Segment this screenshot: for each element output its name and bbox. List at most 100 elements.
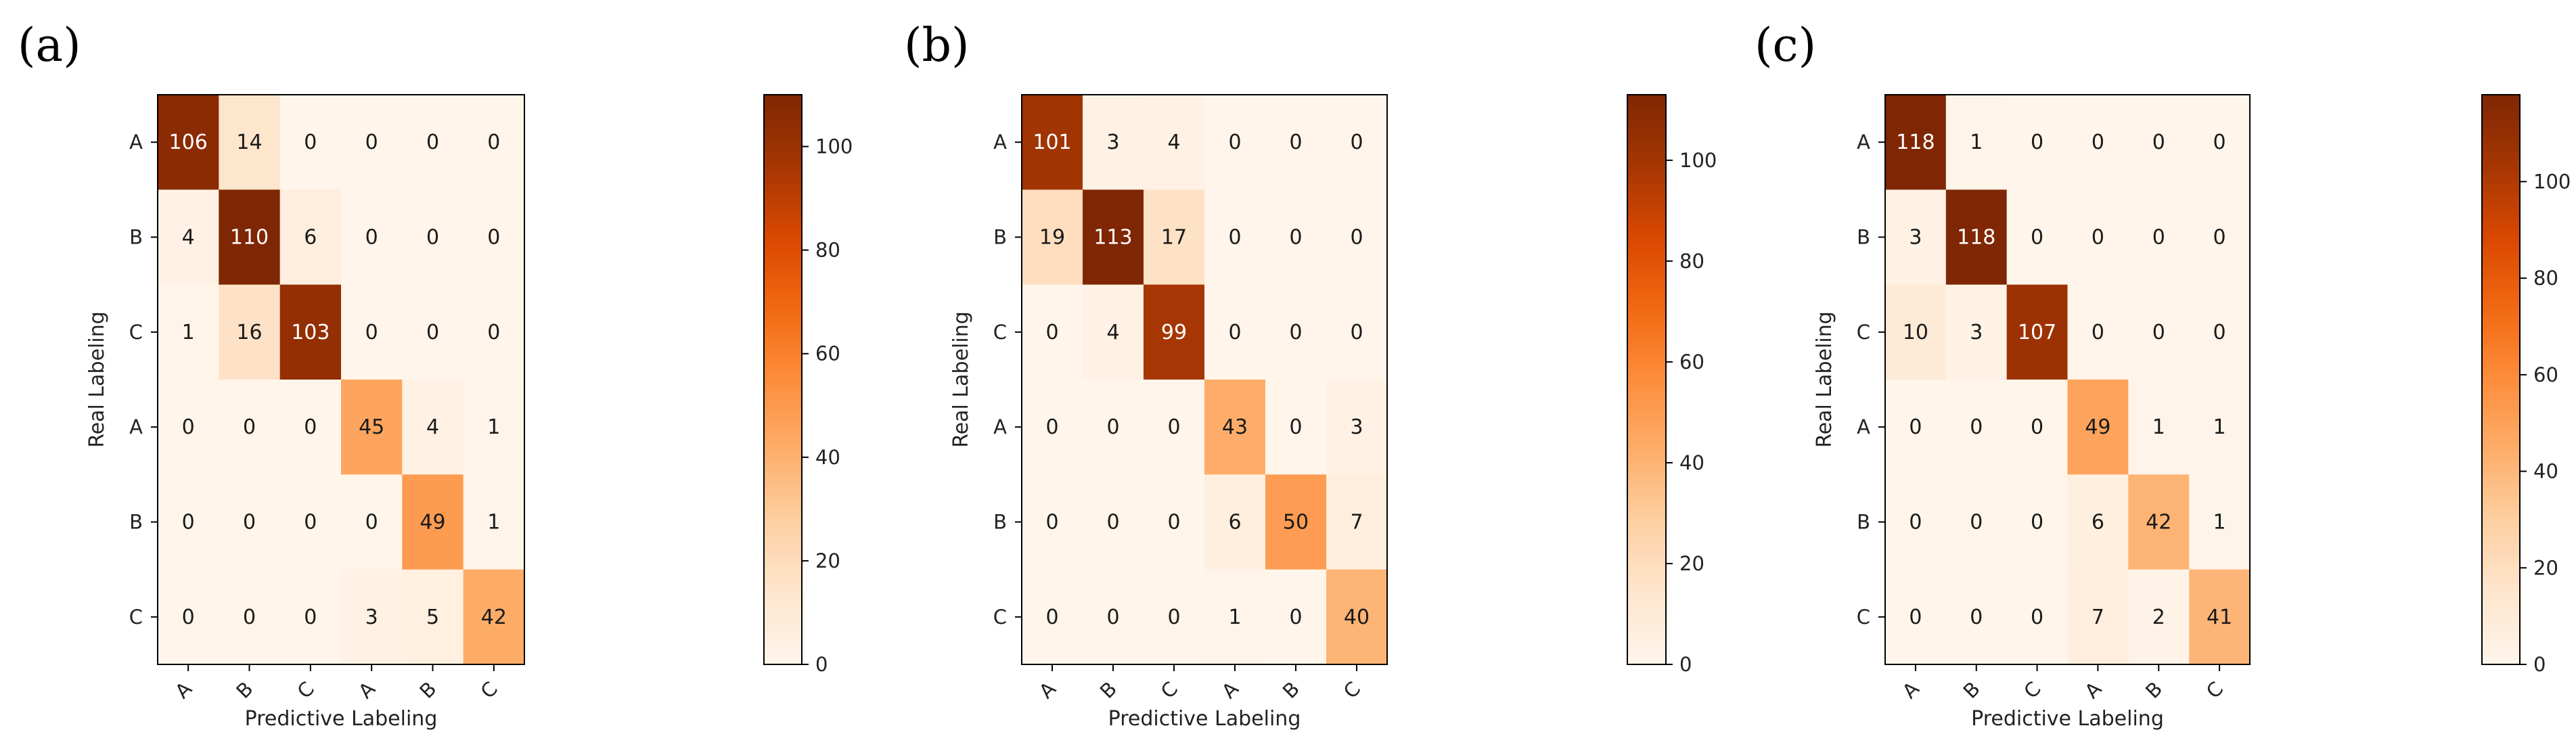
colorbar-gradient-strip <box>2482 479 2520 484</box>
cell-value-label: 0 <box>1350 321 1363 344</box>
colorbar-gradient-strip <box>1627 283 1666 288</box>
y-tick-label: C <box>993 321 1007 344</box>
colorbar-gradient-strip <box>1627 621 1666 626</box>
colorbar-gradient-strip <box>764 279 802 284</box>
colorbar-gradient-strip <box>764 650 802 655</box>
colorbar-gradient-strip <box>1627 152 1666 156</box>
cell-value-label: 45 <box>359 415 384 439</box>
colorbar-gradient-strip <box>764 350 802 355</box>
heatmap-cell <box>1326 569 1388 665</box>
colorbar-gradient-strip <box>2482 276 2520 281</box>
colorbar-gradient-strip <box>1627 350 1666 355</box>
colorbar-gradient-strip <box>2482 262 2520 267</box>
colorbar-gradient-strip <box>2482 208 2520 213</box>
heatmap-cell <box>279 284 342 380</box>
colorbar-gradient-strip <box>764 429 802 434</box>
heatmap-cell <box>2067 95 2129 190</box>
colorbar-gradient-strip <box>2482 254 2520 259</box>
colorbar-gradient-strip <box>1627 394 1666 399</box>
colorbar-gradient-strip <box>764 607 802 612</box>
colorbar-gradient-strip <box>764 418 802 423</box>
heatmap-cell <box>279 95 342 190</box>
colorbar-gradient-strip <box>764 98 802 103</box>
heatmap-cell <box>402 569 464 665</box>
colorbar-gradient-strip <box>2482 304 2520 309</box>
colorbar-gradient-strip <box>764 248 802 252</box>
heatmap-cell <box>1885 569 1947 665</box>
heatmap-cell <box>1885 474 1947 570</box>
colorbar-gradient-strip <box>1627 297 1666 302</box>
heatmap-cell <box>2128 284 2190 380</box>
colorbar-gradient-strip <box>1627 290 1666 295</box>
colorbar-gradient-strip <box>764 383 802 388</box>
colorbar-tick-label: 0 <box>1679 653 1692 676</box>
heatmap-cell <box>341 474 403 570</box>
colorbar-gradient-strip <box>2482 600 2520 605</box>
colorbar-gradient-strip <box>764 586 802 591</box>
colorbar-gradient-strip <box>2482 201 2520 206</box>
heatmap-cell <box>1326 95 1388 190</box>
cell-value-label: 0 <box>304 606 317 629</box>
y-tick-label: C <box>129 321 143 344</box>
colorbar-gradient-strip <box>1627 514 1666 520</box>
colorbar-gradient-strip <box>2482 511 2520 516</box>
colorbar-gradient-strip <box>2482 350 2520 355</box>
colorbar-gradient-strip <box>1627 276 1666 281</box>
colorbar-gradient-strip <box>1627 436 1666 441</box>
heatmap-cell <box>1144 380 1205 475</box>
heatmap-cell <box>219 189 281 286</box>
heatmap-cell <box>341 284 403 380</box>
cell-value-label: 101 <box>1033 131 1071 154</box>
cell-value-label: 6 <box>1228 511 1241 534</box>
colorbar-gradient-strip <box>764 657 802 662</box>
colorbar-gradient-strip <box>764 532 802 537</box>
colorbar-gradient-strip <box>1627 418 1666 423</box>
cell-value-label: 0 <box>487 131 500 154</box>
x-tick-label: A <box>1035 677 1060 703</box>
colorbar-gradient-strip <box>2482 365 2520 370</box>
colorbar-gradient-strip <box>764 629 802 633</box>
colorbar-gradient-strip <box>1627 369 1666 373</box>
heatmap-cell <box>1144 474 1205 570</box>
heatmap-cell <box>1204 189 1266 286</box>
colorbar-gradient-strip <box>764 290 802 295</box>
colorbar-gradient-strip <box>764 411 802 416</box>
colorbar-gradient-strip <box>1627 411 1666 416</box>
colorbar-gradient-strip <box>764 397 802 402</box>
colorbar-gradient-strip <box>2482 215 2520 220</box>
colorbar-gradient-strip <box>1627 578 1666 583</box>
colorbar-gradient-strip <box>2482 226 2520 231</box>
colorbar-gradient-strip <box>1627 237 1666 242</box>
chart-panel-2: (b)101 3 4 0 0 019 113 17 0 0 00 4 99 0 0 00 0 0 43 0 30 0 0 6 5… <box>904 19 1717 731</box>
colorbar-gradient-strip <box>764 621 802 626</box>
colorbar-tick-label: 80 <box>815 239 840 262</box>
colorbar-gradient-strip <box>1627 116 1666 120</box>
colorbar-gradient-strip <box>1627 294 1666 298</box>
heatmap-cell <box>219 569 281 665</box>
heatmap-cell <box>219 474 281 570</box>
colorbar-gradient-strip <box>1627 251 1666 256</box>
colorbar-gradient-strip <box>2482 589 2520 594</box>
cell-value-label: 0 <box>1106 511 1119 534</box>
colorbar-gradient-strip <box>2482 547 2520 551</box>
x-tick-label: C <box>476 677 502 703</box>
colorbar-gradient-strip <box>1627 646 1666 651</box>
cell-value-label: 0 <box>2213 131 2226 154</box>
heatmap-cell <box>1144 95 1205 190</box>
colorbar-gradient-strip <box>2482 297 2520 302</box>
colorbar-gradient-strip <box>764 454 802 459</box>
cell-value-label: 0 <box>365 321 378 344</box>
colorbar-gradient-strip <box>764 237 802 242</box>
colorbar-gradient-strip <box>764 504 802 509</box>
heatmap-cell <box>2067 474 2129 570</box>
colorbar-gradient-strip <box>764 155 802 160</box>
colorbar-gradient-strip <box>1627 440 1666 445</box>
colorbar-gradient-strip <box>764 312 802 317</box>
cell-value-label: 0 <box>1289 415 1302 439</box>
colorbar-gradient-strip <box>764 333 802 338</box>
heatmap-cell <box>1326 380 1388 475</box>
colorbar-gradient-strip <box>2482 98 2520 103</box>
x-axis-title: Predictive Labeling <box>1971 707 2164 731</box>
colorbar-tick-label: 60 <box>2533 363 2558 386</box>
colorbar-gradient-strip <box>2482 575 2520 580</box>
